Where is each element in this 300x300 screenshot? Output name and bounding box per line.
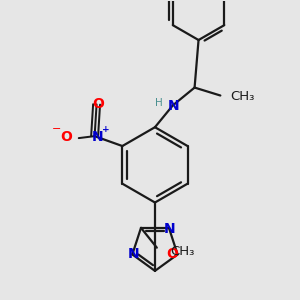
Text: O: O: [60, 130, 72, 144]
Text: N: N: [164, 222, 176, 236]
Text: CH₃: CH₃: [230, 90, 255, 103]
Text: N: N: [92, 130, 103, 144]
Text: N: N: [128, 248, 139, 261]
Text: +: +: [102, 125, 109, 134]
Text: H: H: [155, 98, 163, 108]
Text: O: O: [167, 248, 178, 261]
Text: CH₃: CH₃: [171, 245, 195, 258]
Text: N: N: [168, 99, 180, 113]
Text: O: O: [93, 98, 104, 111]
Text: −: −: [52, 124, 62, 134]
